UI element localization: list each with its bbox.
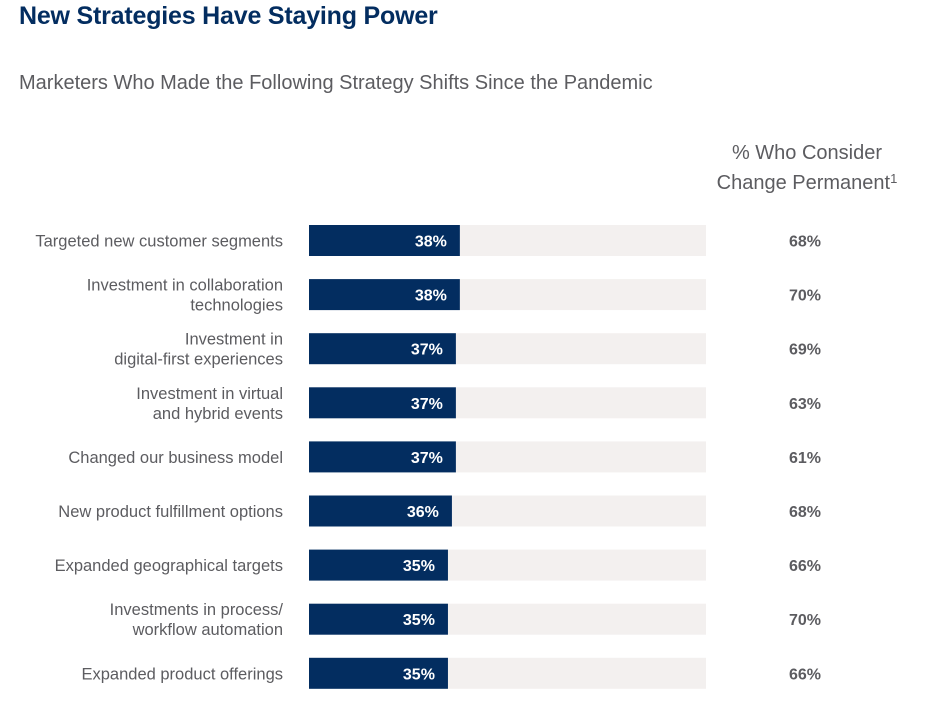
permanent-value-label: 66% — [789, 666, 821, 683]
permanent-column-header-text: Change Permanent — [716, 172, 891, 194]
bar-value-label: 35% — [403, 612, 435, 629]
category-label: Changed our business model — [68, 449, 283, 467]
category-label: Investment in virtual — [136, 385, 283, 403]
bar-value-label: 37% — [411, 396, 443, 413]
category-label: technologies — [190, 297, 283, 315]
bar — [309, 225, 460, 256]
bar — [309, 549, 448, 581]
footnote-marker: 1 — [890, 171, 898, 186]
category-label: New product fulfillment options — [58, 503, 283, 521]
permanent-value-label: 68% — [789, 234, 821, 251]
permanent-column-header-line-1: % Who Consider — [731, 142, 883, 164]
permanent-column-header-line-2: Change Permanent1 — [690, 166, 924, 196]
category-label: Investments in process/ — [110, 601, 284, 619]
bar-value-label: 35% — [403, 666, 435, 683]
category-label: workflow automation — [132, 621, 283, 639]
bar-value-label: 37% — [411, 342, 443, 359]
category-label: Expanded geographical targets — [55, 557, 283, 575]
permanent-value-label: 61% — [789, 450, 821, 467]
bar-value-label: 35% — [403, 558, 435, 575]
chart-subtitle: Marketers Who Made the Following Strateg… — [19, 72, 653, 94]
permanent-value-label: 66% — [789, 558, 821, 575]
bar — [309, 441, 456, 473]
bar — [309, 333, 456, 365]
permanent-column-header: % Who Consider Change Permanent1 — [690, 141, 924, 196]
permanent-value-label: 69% — [789, 342, 821, 359]
permanent-value-label: 70% — [789, 612, 821, 629]
bar-value-label: 37% — [411, 450, 443, 467]
bar — [309, 603, 448, 635]
bar — [309, 387, 456, 419]
bar-value-label: 38% — [415, 234, 447, 251]
permanent-value-label: 63% — [789, 396, 821, 413]
chart-title: New Strategies Have Staying Power — [19, 2, 438, 30]
bar — [309, 495, 452, 527]
bar — [309, 279, 460, 311]
permanent-value-label: 70% — [789, 288, 821, 305]
permanent-value-label: 68% — [789, 504, 821, 521]
bar-value-label: 36% — [407, 504, 439, 521]
bar-value-label: 38% — [415, 288, 447, 305]
category-label: and hybrid events — [153, 405, 283, 423]
category-label: Targeted new customer segments — [35, 233, 283, 251]
category-label: Expanded product offerings — [81, 665, 283, 683]
category-label: Investment in collaboration — [87, 277, 283, 295]
bar — [309, 657, 448, 689]
category-label: Investment in — [185, 331, 283, 349]
category-label: digital-first experiences — [114, 351, 283, 369]
